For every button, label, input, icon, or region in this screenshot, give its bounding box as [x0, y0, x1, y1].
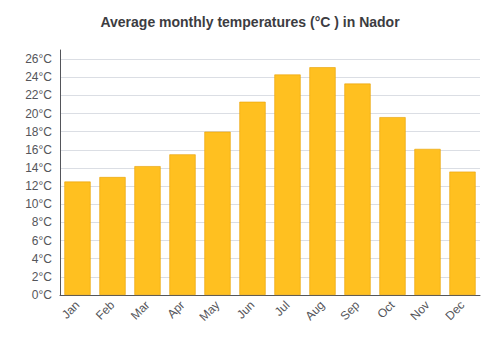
svg-text:Dec: Dec: [442, 298, 467, 323]
svg-text:12°C: 12°C: [25, 179, 52, 193]
svg-text:Nov: Nov: [407, 298, 432, 323]
svg-text:Aug: Aug: [302, 298, 327, 323]
svg-text:10°C: 10°C: [25, 197, 52, 211]
svg-text:20°C: 20°C: [25, 107, 52, 121]
svg-text:16°C: 16°C: [25, 143, 52, 157]
svg-text:Oct: Oct: [374, 298, 398, 322]
svg-text:22°C: 22°C: [25, 88, 52, 102]
svg-text:Mar: Mar: [128, 298, 153, 322]
svg-text:4°C: 4°C: [32, 252, 52, 266]
svg-text:Jan: Jan: [59, 298, 83, 322]
svg-text:Apr: Apr: [164, 298, 187, 321]
svg-text:14°C: 14°C: [25, 161, 52, 175]
svg-text:6°C: 6°C: [32, 234, 52, 248]
svg-text:Average monthly temperatures (: Average monthly temperatures (°C ) in Na…: [100, 14, 400, 30]
svg-text:26°C: 26°C: [25, 52, 52, 66]
svg-text:24°C: 24°C: [25, 70, 52, 84]
svg-text:May: May: [197, 298, 223, 324]
svg-text:18°C: 18°C: [25, 125, 52, 139]
svg-text:Jun: Jun: [234, 298, 258, 322]
svg-text:Jul: Jul: [272, 298, 293, 319]
svg-text:Sep: Sep: [337, 298, 362, 323]
svg-text:0°C: 0°C: [32, 288, 52, 302]
svg-text:8°C: 8°C: [32, 215, 52, 229]
svg-text:2°C: 2°C: [32, 270, 52, 284]
svg-text:Feb: Feb: [93, 298, 118, 323]
